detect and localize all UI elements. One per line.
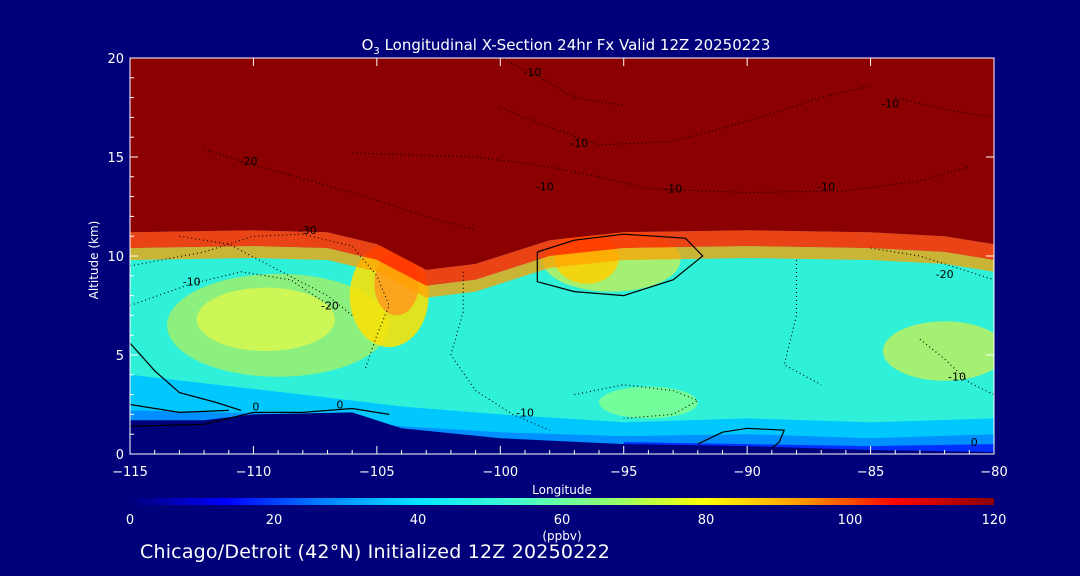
contour-label: -20 xyxy=(321,299,339,312)
low-green-blob xyxy=(599,386,698,419)
contour-label: -20 xyxy=(240,155,258,168)
contour-label-layer: -10 -10 -10 -20 -10 -10 -10 -30 -10 -20 -20 -10 -10 0… xyxy=(183,66,978,449)
x-tick-label: −100 xyxy=(482,465,518,480)
stratosphere-fill xyxy=(130,58,994,270)
contour-layer xyxy=(130,58,994,449)
neg-contour-7 xyxy=(500,58,624,107)
contour-label: -10 xyxy=(948,371,966,384)
tropopause-transition-lower xyxy=(130,246,994,298)
neg-contour-8 xyxy=(895,97,994,118)
contour-label: 0 xyxy=(336,398,343,411)
y-axis-label: Altitude (km) xyxy=(87,221,101,300)
y-tick-label: 5 xyxy=(116,349,124,364)
contour-label: -10 xyxy=(516,406,534,419)
contour-label: -10 xyxy=(523,66,541,79)
neg-contour-13 xyxy=(783,260,822,386)
colorbar-tick-label: 80 xyxy=(698,513,715,528)
zero-contour-west-lower xyxy=(130,403,229,414)
footer-caption: Chicago/Detroit (42°N) Initialized 12Z 2… xyxy=(140,541,611,563)
zero-contour-upper-closed xyxy=(536,233,704,297)
contour-label: -10 xyxy=(817,181,835,194)
colorbar-ticks: 0 20 40 60 80 100 120 xyxy=(126,513,1007,528)
neg-contour-5 xyxy=(352,152,970,194)
x-tick-label: −95 xyxy=(610,465,637,480)
zero-contour-west-upper xyxy=(130,342,242,411)
colorbar-tick-label: 60 xyxy=(554,513,571,528)
x-tick-label: −105 xyxy=(359,465,395,480)
y-tick-label: 0 xyxy=(116,448,124,463)
neg-contour-11 xyxy=(919,338,994,396)
colorbar xyxy=(130,498,994,505)
colorbar-tick-label: 120 xyxy=(982,513,1007,528)
x-tick-label: −90 xyxy=(733,465,760,480)
contour-label: -10 xyxy=(183,276,201,289)
contour-label: -10 xyxy=(881,98,899,111)
y-axis: 0 5 10 15 20 xyxy=(107,52,994,463)
x-tick-label: −85 xyxy=(857,465,884,480)
x-axis-label: Longitude xyxy=(532,483,592,497)
colorbar-unit-label: (ppbv) xyxy=(542,529,581,543)
colorbar-tick-label: 100 xyxy=(838,513,863,528)
x-tick-label: −115 xyxy=(112,465,148,480)
contour-label: 0 xyxy=(252,400,259,413)
colorbar-tick-label: 0 xyxy=(126,513,134,528)
neg-contour-1 xyxy=(130,233,390,371)
neg-contour-12 xyxy=(870,247,994,281)
x-tick-label: −80 xyxy=(980,465,1007,480)
contour-label: -30 xyxy=(299,224,317,237)
contour-label: -10 xyxy=(536,181,554,194)
mid-trop-yellow-blob xyxy=(196,287,335,352)
x-axis: −115 −110 −105 −100 −95 −90 −85 −80 xyxy=(112,58,1008,480)
east-green-blob xyxy=(882,321,994,381)
neg-contour-9 xyxy=(450,271,550,431)
contour-label: -20 xyxy=(936,268,954,281)
neg-contour-3 xyxy=(130,271,333,308)
x-tick-label: −110 xyxy=(236,465,272,480)
y-tick-label: 15 xyxy=(107,151,124,166)
zero-contour-low-east xyxy=(697,427,786,449)
ozone-field-layer xyxy=(130,58,994,454)
contour-label: 0 xyxy=(971,436,978,449)
contour-label: -10 xyxy=(664,183,682,196)
terrain-mask xyxy=(130,412,994,454)
chart-title: O3 Longitudinal X-Section 24hr Fx Valid … xyxy=(362,36,771,57)
plot-area: -10 -10 -10 -20 -10 -10 -10 -30 -10 -20 -20 -10 -10 0… xyxy=(130,58,994,454)
y-tick-label: 20 xyxy=(107,52,124,67)
zero-contour-west xyxy=(130,407,390,427)
contour-label: -10 xyxy=(570,137,588,150)
y-tick-label: 10 xyxy=(107,250,124,265)
colorbar-tick-label: 20 xyxy=(266,513,283,528)
colorbar-tick-label: 40 xyxy=(410,513,427,528)
